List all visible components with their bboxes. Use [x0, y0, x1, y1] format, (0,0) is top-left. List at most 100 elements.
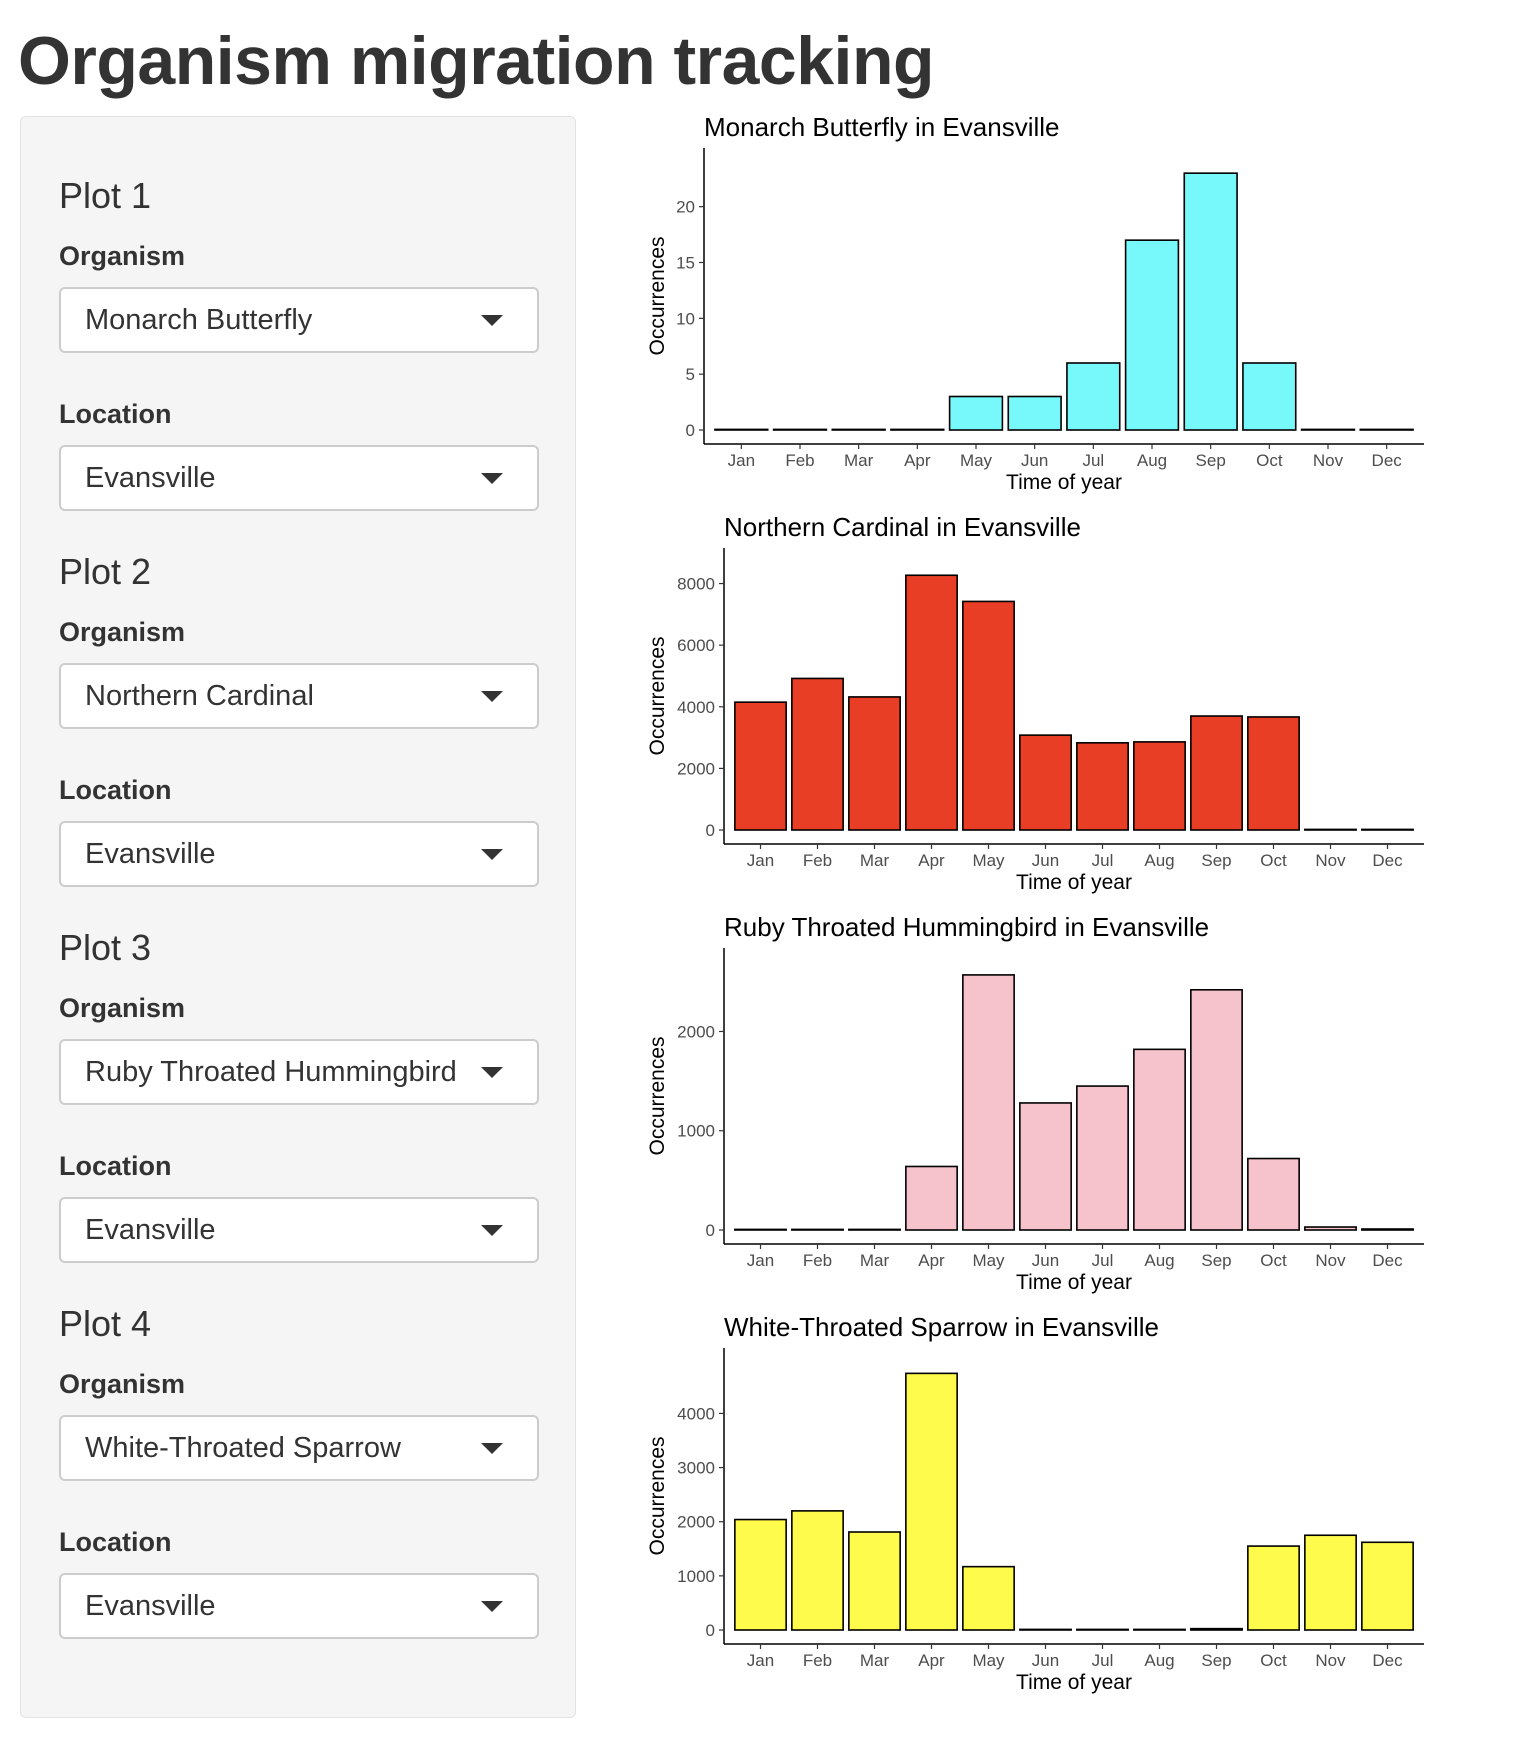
bar-sep — [1183, 172, 1238, 431]
bar-jul — [1076, 1628, 1129, 1631]
plot-2-location-label: Location — [59, 775, 172, 805]
bar-mar — [848, 1228, 901, 1231]
bar-dec — [1361, 1228, 1414, 1231]
bar-feb — [772, 428, 828, 431]
plot-1-location-value: Evansville — [85, 461, 216, 494]
bar-dec — [1359, 428, 1414, 431]
x-tick-label: Jan — [747, 1651, 774, 1670]
x-tick-label: Feb — [803, 1651, 832, 1670]
plot-2-organism-value: Northern Cardinal — [85, 679, 314, 712]
bar-feb — [791, 1228, 844, 1231]
chart-title: White-Throated Sparrow in Evansville — [724, 1312, 1159, 1342]
x-tick-label: Jun — [1032, 1651, 1059, 1670]
y-tick-label: 0 — [706, 1221, 715, 1240]
plot-2-organism-select[interactable]: Northern Cardinal — [59, 663, 539, 729]
caret-down-icon — [481, 848, 503, 860]
chart-plot-3: Ruby Throated Hummingbird in Evansville 0… — [646, 912, 1424, 1294]
bar-may — [948, 395, 1004, 431]
caret-down-icon — [481, 314, 503, 326]
x-tick-label: Jul — [1092, 851, 1114, 870]
caret-down-icon — [481, 690, 503, 702]
x-tick-label: Aug — [1144, 851, 1174, 870]
bar-aug — [1124, 239, 1180, 431]
x-tick-label: Sep — [1201, 1651, 1231, 1670]
plot-3-location-label: Location — [59, 1151, 172, 1181]
bar-jan — [734, 701, 787, 831]
bar-feb — [791, 1510, 844, 1631]
x-tick-label: Dec — [1372, 1251, 1403, 1270]
bar-jan — [734, 1228, 787, 1231]
bar-nov — [1304, 828, 1357, 831]
bar-apr — [890, 428, 945, 431]
bar-oct — [1247, 1545, 1300, 1631]
y-tick-label: 1000 — [677, 1567, 715, 1586]
bar-may — [962, 600, 1015, 831]
plot-1-organism-value: Monarch Butterfly — [85, 303, 313, 336]
x-tick-label: Jun — [1032, 1251, 1059, 1270]
plot-3-organism-select[interactable]: Ruby Throated Hummingbird — [59, 1039, 539, 1105]
plot-4-heading: Plot 4 — [59, 1303, 152, 1344]
x-tick-label: Mar — [844, 451, 874, 470]
y-axis-title: Occurrences — [646, 1436, 669, 1555]
caret-down-icon — [481, 1442, 503, 1454]
y-tick-label: 5 — [686, 365, 695, 384]
chart-title: Monarch Butterfly in Evansville — [704, 112, 1059, 142]
plot-1-organism-label: Organism — [59, 241, 186, 271]
plot-4-location-label: Location — [59, 1527, 172, 1557]
y-axis-title: Occurrences — [646, 636, 669, 755]
bar-nov — [1304, 1226, 1357, 1231]
plot-3-location-select[interactable]: Evansville — [59, 1197, 539, 1263]
x-tick-label: Mar — [860, 1251, 890, 1270]
bar-jul — [1076, 1085, 1129, 1231]
bar-may — [962, 1565, 1015, 1631]
caret-down-icon — [481, 472, 503, 484]
x-tick-label: May — [972, 1251, 1005, 1270]
bar-sep — [1190, 1627, 1243, 1631]
chart-plot-4: White-Throated Sparrow in Evansville 0 100… — [646, 1312, 1424, 1694]
bar-aug — [1133, 1048, 1186, 1231]
x-tick-label: Jun — [1021, 451, 1048, 470]
bar-jun — [1019, 734, 1072, 831]
x-tick-label: Apr — [918, 1251, 945, 1270]
y-tick-label: 0 — [706, 1621, 715, 1640]
y-tick-label: 6000 — [677, 636, 715, 655]
x-tick-label: Feb — [785, 451, 814, 470]
bar-aug — [1133, 1628, 1186, 1631]
plot-1-organism-select[interactable]: Monarch Butterfly — [59, 287, 539, 353]
chart-title: Ruby Throated Hummingbird in Evansville — [724, 912, 1209, 942]
plot-4-organism-select[interactable]: White-Throated Sparrow — [59, 1415, 539, 1481]
bar-sep — [1190, 988, 1243, 1231]
x-tick-label: Dec — [1372, 851, 1403, 870]
y-tick-label: 2000 — [677, 759, 715, 778]
bar-apr — [905, 1372, 958, 1631]
plot-2-location-value: Evansville — [85, 837, 216, 870]
x-tick-label: Aug — [1144, 1251, 1174, 1270]
x-tick-label: Apr — [918, 851, 945, 870]
plot-2-location-select[interactable]: Evansville — [59, 821, 539, 887]
plot-3-location-value: Evansville — [85, 1213, 216, 1246]
x-tick-label: Nov — [1315, 851, 1346, 870]
plot-4-location-select[interactable]: Evansville — [59, 1573, 539, 1639]
x-tick-label: Nov — [1313, 451, 1344, 470]
bar-dec — [1361, 828, 1414, 831]
x-tick-label: Nov — [1315, 1651, 1346, 1670]
x-tick-label: Dec — [1372, 451, 1403, 470]
x-tick-label: Mar — [860, 851, 890, 870]
chart-plot-2: Northern Cardinal in Evansville 0 2000 4000… — [646, 512, 1424, 894]
x-axis-title: Time of year — [1016, 871, 1132, 894]
x-tick-label: Aug — [1137, 451, 1167, 470]
x-tick-label: Oct — [1260, 1251, 1287, 1270]
plot-1-location-select[interactable]: Evansville — [59, 445, 539, 511]
y-tick-label: 8000 — [677, 575, 715, 594]
x-tick-label: Aug — [1144, 1651, 1174, 1670]
y-tick-label: 0 — [686, 421, 695, 440]
plot-1-heading: Plot 1 — [59, 175, 152, 216]
x-tick-label: Sep — [1201, 1251, 1231, 1270]
y-tick-label: 2000 — [677, 1513, 715, 1532]
y-tick-label: 20 — [676, 198, 695, 217]
x-tick-label: Apr — [904, 451, 931, 470]
bar-may — [962, 974, 1015, 1231]
bar-sep — [1190, 715, 1243, 831]
x-tick-label: Mar — [860, 1651, 890, 1670]
bar-jun — [1019, 1102, 1072, 1231]
